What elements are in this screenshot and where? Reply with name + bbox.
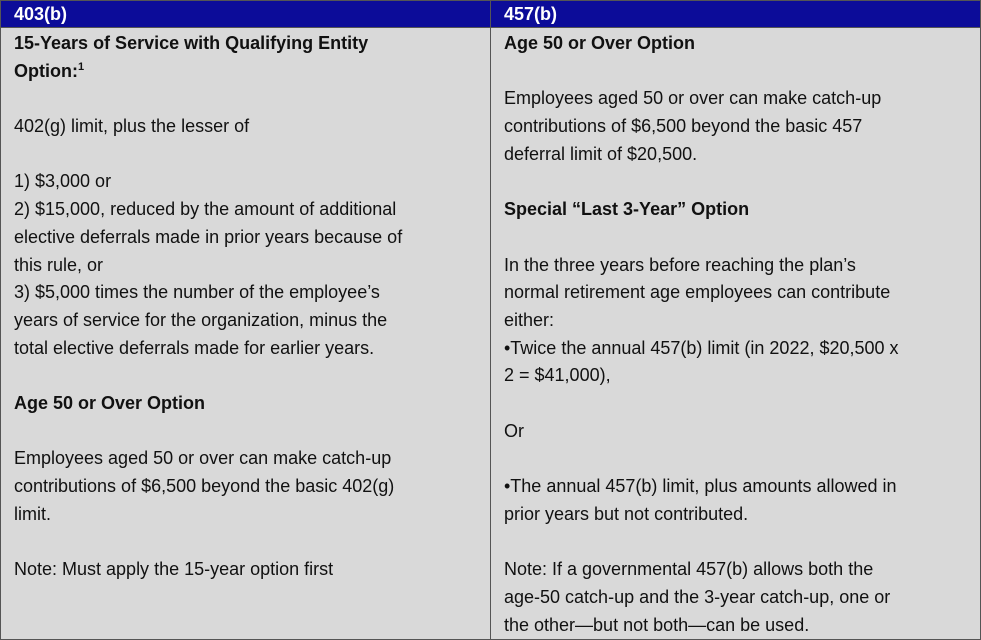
- paragraph: •The annual 457(b) limit, plus amounts a…: [504, 476, 897, 524]
- paragraph: In the three years before reaching the p…: [504, 254, 899, 386]
- paragraph: 402(g) limit, plus the lesser of: [14, 116, 250, 137]
- header-row: 403(b) 457(b): [0, 0, 981, 28]
- note: Note: If a governmental 457(b) allows bo…: [504, 559, 891, 635]
- cell-457b: Age 50 or Over Option Employees aged 50 …: [490, 26, 981, 640]
- or-text: Or: [504, 420, 524, 441]
- body-row: 15-Years of Service with Qualifying Enti…: [0, 26, 981, 640]
- header-403b: 403(b): [0, 0, 491, 28]
- footnote-marker: 1: [77, 60, 85, 73]
- cell-403b: 15-Years of Service with Qualifying Enti…: [0, 26, 491, 640]
- paragraph-list: 1) $3,000 or 2) $15,000, reduced by the …: [14, 171, 403, 358]
- paragraph: Employees aged 50 or over can make catch…: [504, 88, 882, 164]
- paragraph: Employees aged 50 or over can make catch…: [14, 448, 395, 524]
- header-457b: 457(b): [490, 0, 981, 28]
- heading-age-50-option: Age 50 or Over Option: [504, 33, 696, 53]
- heading-last-3-year-option: Special “Last 3-Year” Option: [504, 199, 750, 220]
- heading-15-year-option: 15-Years of Service with Qualifying Enti…: [14, 33, 369, 81]
- note: Note: Must apply the 15-year option firs…: [14, 559, 334, 580]
- heading-age-50-option: Age 50 or Over Option: [14, 393, 206, 414]
